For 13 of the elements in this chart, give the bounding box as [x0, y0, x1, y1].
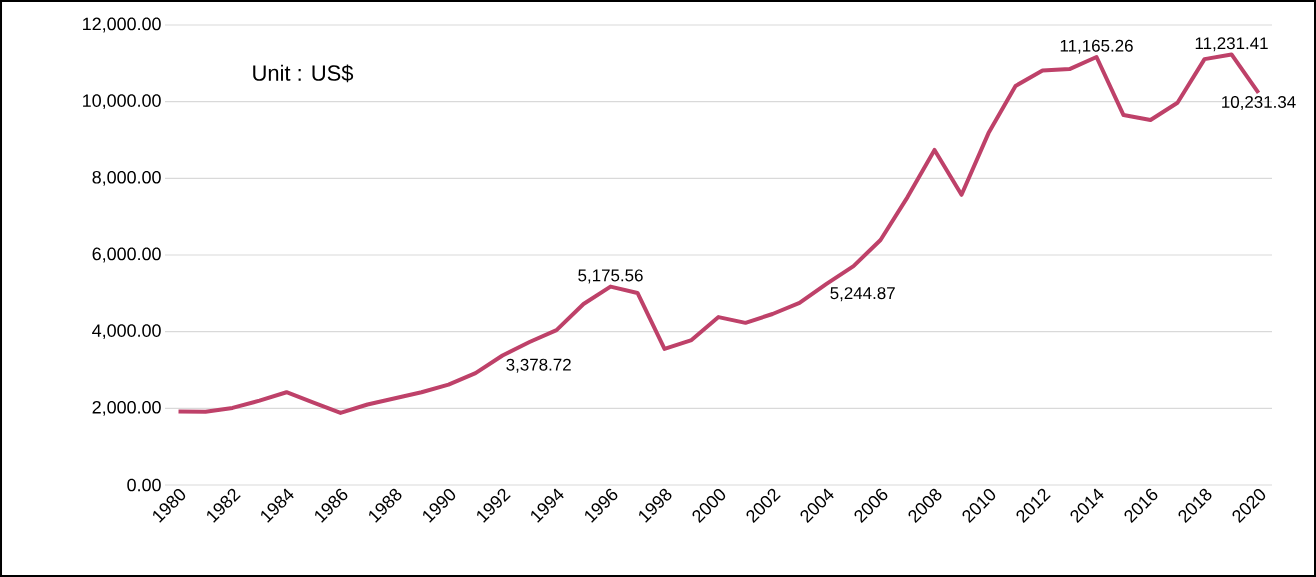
data-label: 10,231.34 — [1222, 95, 1296, 110]
y-tick-label: 2,000.00 — [92, 400, 161, 416]
y-tick-label: 4,000.00 — [92, 324, 161, 340]
y-tick-label: 10,000.00 — [83, 94, 161, 110]
data-label: 11,165.26 — [1060, 39, 1133, 54]
data-label: 11,231.41 — [1195, 37, 1268, 52]
annotation: Unit : US$ — [253, 64, 354, 83]
data-label: 5,244.87 — [830, 287, 895, 302]
data-label: 5,175.56 — [578, 269, 643, 284]
data-label: 3,378.72 — [506, 358, 571, 373]
y-tick-label: 6,000.00 — [92, 247, 161, 263]
y-tick-label: 8,000.00 — [92, 170, 161, 186]
y-tick-label: 12,000.00 — [83, 17, 161, 33]
